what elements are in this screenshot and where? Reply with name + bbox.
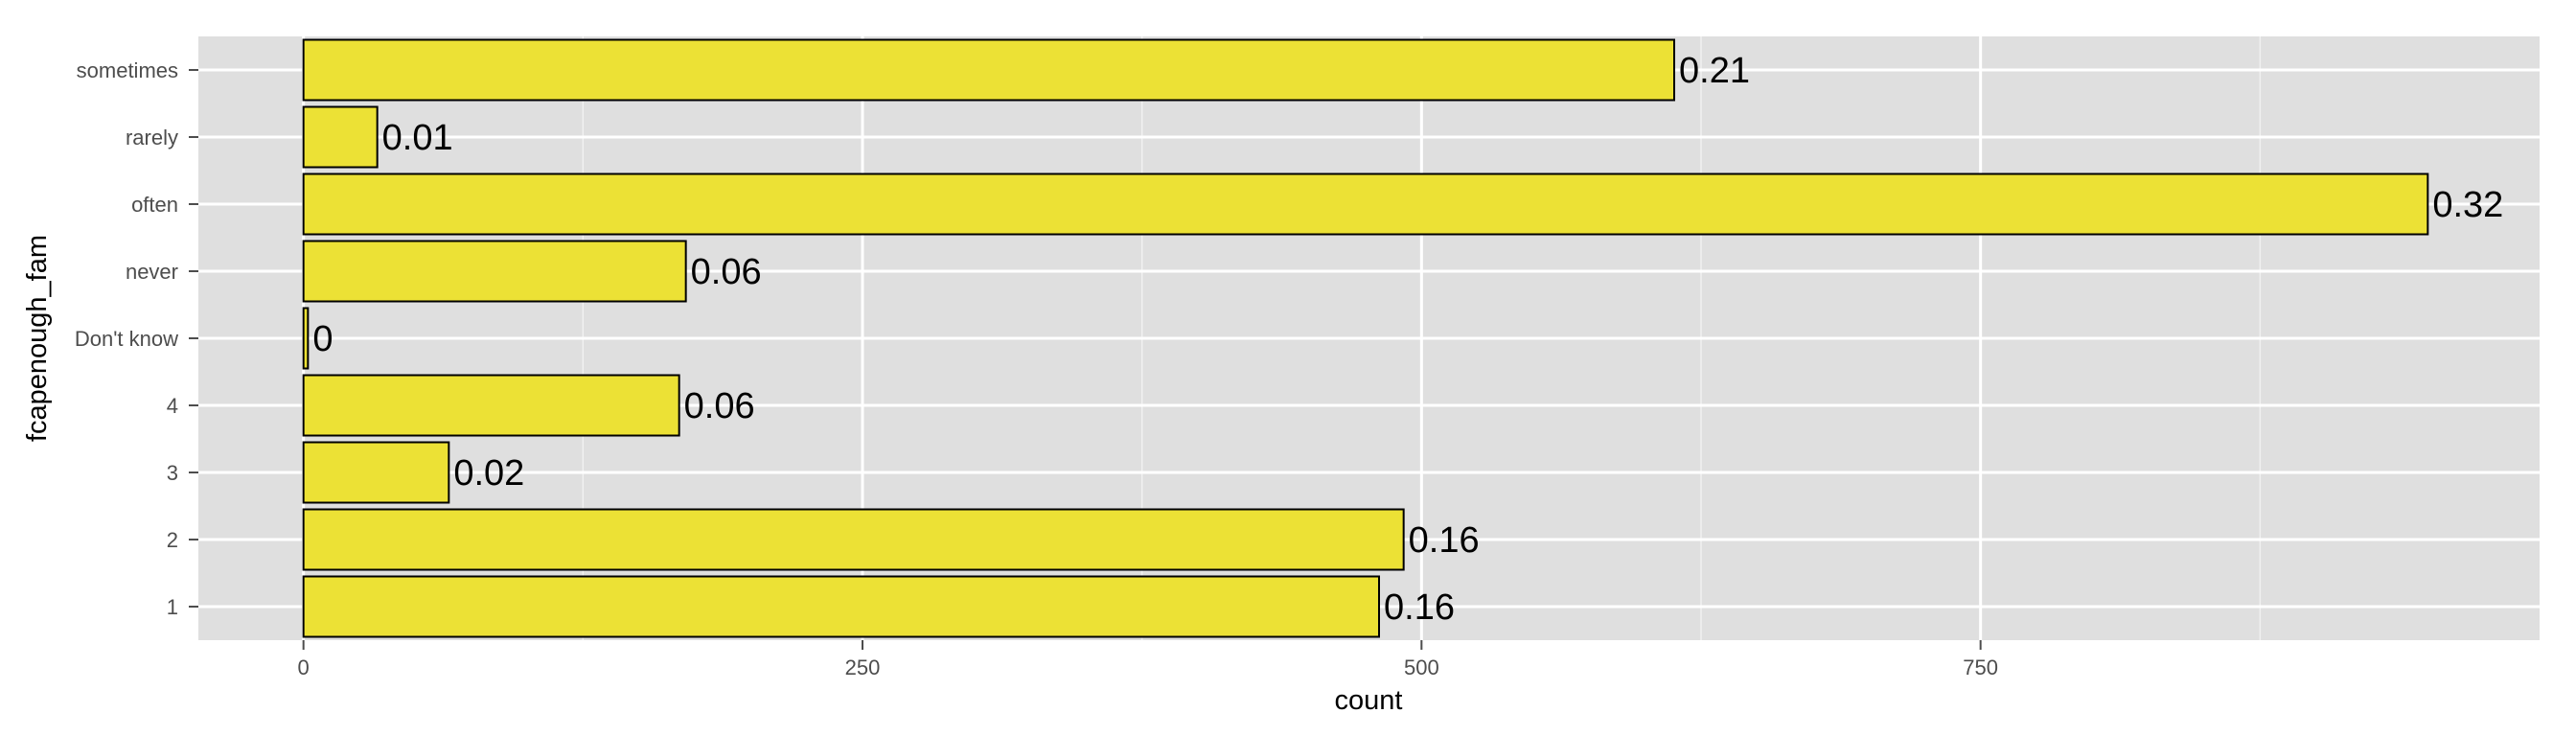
data-label: 0.16 [1409,520,1480,561]
data-labels: 0.16 0.16 0.02 0.06 0 0.06 0.32 0.01 0.21 [312,51,2503,628]
data-label: 0.06 [684,386,755,426]
data-label: 0.06 [691,252,762,292]
y-axis: 1 2 3 4 Don't know never often rarely sometimes [75,58,198,619]
bar-1 [302,575,1381,638]
data-label: 0.32 [2432,185,2503,225]
data-label: 0.16 [1384,587,1455,628]
data-label: 0 [312,319,333,359]
bar-2 [302,508,1405,571]
y-tick-label: never [126,260,178,284]
x-tick-label: 0 [298,656,310,679]
y-tick-label: often [131,193,178,217]
bar-3 [302,441,450,504]
y-tick-label: Don't know [75,327,178,351]
bar-never [302,240,687,303]
y-tick-label: 3 [167,461,178,485]
y-tick-label: 2 [167,528,178,552]
y-tick-label: sometimes [77,58,178,82]
x-axis: 0 250 500 750 [298,640,1998,679]
bar-4 [302,374,680,437]
data-label: 0.02 [453,453,524,494]
bar-often [302,172,2429,236]
x-tick-label: 250 [845,656,881,679]
data-label: 0.21 [1679,51,1750,91]
x-axis-title: count [1335,685,1403,716]
bar-don-t-know [302,307,310,370]
y-tick-label: 4 [167,394,178,418]
bar-sometimes [302,38,1676,102]
x-tick-label: 750 [1963,656,1998,679]
data-label: 0.01 [382,118,453,158]
bar-rarely [302,105,379,169]
y-axis-title: fcapenough_fam [22,235,53,442]
y-tick-label: rarely [126,126,178,150]
bars [302,38,2429,638]
x-tick-label: 500 [1404,656,1439,679]
y-tick-label: 1 [167,595,178,619]
